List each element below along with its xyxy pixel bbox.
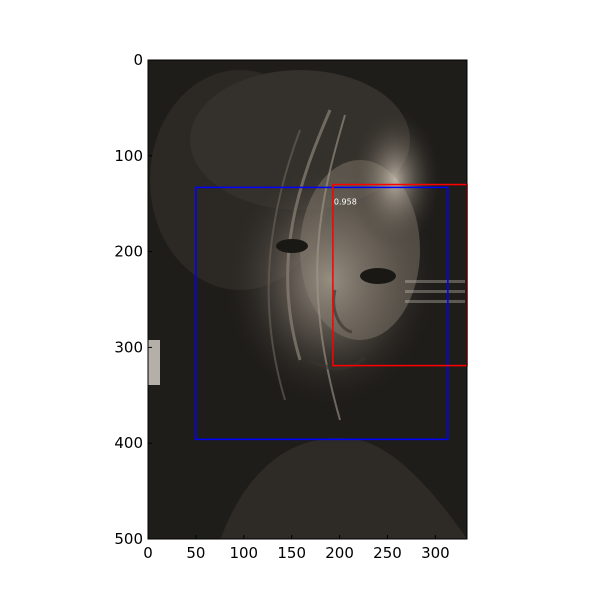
y-tick-label: 0	[133, 51, 143, 69]
y-tick-label: 300	[114, 338, 143, 356]
x-tick-label: 0	[143, 544, 153, 562]
x-axis: 0 50 100 150 200 250 300	[143, 535, 450, 562]
x-tick-label: 150	[277, 544, 306, 562]
x-tick-label: 200	[325, 544, 354, 562]
x-tick-label: 50	[186, 544, 205, 562]
y-axis: 0 100 200 300 400 500	[114, 51, 152, 548]
y-tick-label: 100	[114, 147, 143, 165]
y-tick-label: 200	[114, 243, 143, 261]
y-tick-label: 500	[114, 530, 143, 548]
axes-frame	[147, 59, 468, 540]
y-tick-label: 400	[114, 434, 143, 452]
blue-box	[195, 186, 449, 441]
x-tick-label: 300	[421, 544, 450, 562]
score-label: 0.958	[334, 198, 357, 207]
portrait-photo	[148, 60, 467, 539]
x-tick-label: 100	[229, 544, 258, 562]
x-tick-label: 250	[373, 544, 402, 562]
